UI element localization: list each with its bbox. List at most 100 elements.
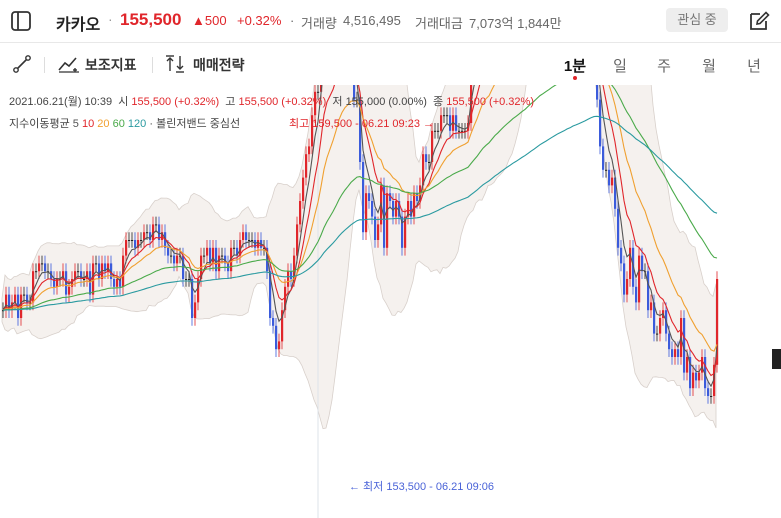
candle-body (137, 240, 140, 248)
period-week[interactable]: 주 (657, 58, 671, 75)
candle-body (638, 255, 641, 303)
candle-body (209, 247, 212, 264)
indicators-button[interactable]: 보조지표 (85, 57, 137, 73)
candle-body (206, 247, 209, 256)
candle-body (83, 279, 86, 280)
candle-body (296, 224, 299, 256)
candle-body (428, 162, 431, 163)
candle-body (353, 85, 356, 100)
candle-body (431, 130, 434, 162)
candle-body (176, 255, 179, 264)
candle-body (161, 232, 164, 240)
candle-body (674, 349, 677, 357)
candle-body (683, 318, 686, 373)
candle-body (197, 279, 200, 303)
candlestick-chart[interactable] (0, 85, 781, 518)
candle-body (284, 286, 287, 311)
candle-body (704, 357, 707, 389)
separator-dot: · (290, 13, 295, 28)
high-label: 고 (225, 96, 236, 108)
candle-body (275, 325, 278, 350)
sidebar-toggle-icon[interactable] (10, 10, 32, 32)
bollinger-label: 볼린저밴드 중심선 (156, 118, 241, 130)
last-price-marker (772, 349, 781, 369)
candle-body (146, 232, 149, 234)
candle-body (314, 91, 317, 116)
low-price-annotation: ← 최저 153,500 - 06.21 09:06 (349, 481, 494, 493)
candle-body (377, 224, 380, 240)
buy-sell-strategy-icon[interactable] (165, 54, 187, 74)
watchlist-button[interactable]: 관심 중 (666, 8, 728, 32)
candle-body (62, 271, 65, 279)
close-label: 종 (433, 96, 444, 108)
ema-label: 지수이동평균 (9, 118, 70, 130)
candle-body (707, 388, 710, 396)
candle-body (677, 349, 680, 357)
candle-body (203, 255, 206, 257)
candle-body (416, 193, 419, 201)
trading-strategy-button[interactable]: 매매전략 (193, 57, 245, 73)
candle-body (41, 263, 44, 265)
indicator-icon[interactable] (58, 55, 80, 73)
candle-body (410, 201, 413, 217)
candle-body (128, 240, 131, 241)
candle-body (611, 177, 614, 186)
indicator-legend: 지수이동평균 5 10 20 60 120 · 볼린저밴드 중심선 (9, 115, 240, 131)
period-month[interactable]: 월 (702, 58, 716, 75)
candle-body (212, 247, 215, 264)
candle-body (131, 240, 134, 241)
candle-body (659, 318, 662, 334)
candle-body (236, 247, 239, 256)
candle-body (629, 247, 632, 279)
candle-body (455, 115, 458, 131)
candle-body (287, 271, 290, 287)
candle-body (290, 271, 293, 279)
candle-body (671, 349, 674, 357)
candle-body (599, 99, 602, 147)
candle-body (140, 240, 143, 241)
candle-body (458, 130, 461, 132)
candle-body (230, 247, 233, 272)
candle-body (623, 263, 626, 295)
candle-body (167, 247, 170, 256)
candle-body (614, 177, 617, 209)
candle-body (281, 310, 284, 342)
candle-body (164, 232, 167, 248)
candle-body (308, 146, 311, 155)
candle-body (404, 216, 407, 248)
candle-body (185, 279, 188, 280)
candle-date: 2021.06.21(월) 10:39 (9, 96, 113, 108)
candle-body (668, 333, 671, 350)
candle-body (149, 232, 152, 240)
candle-body (194, 302, 197, 318)
candle-body (68, 286, 71, 295)
ema-period-120: 120 (127, 118, 147, 130)
candle-body (32, 271, 35, 303)
candle-body (104, 263, 107, 272)
candle-body (14, 294, 17, 303)
low-value: 155,000 (0.00%) (345, 96, 427, 108)
candle-body (398, 201, 401, 217)
ema-period-20: 20 (97, 118, 110, 130)
candle-body (635, 286, 638, 303)
candle-body (596, 85, 599, 100)
draw-line-icon[interactable] (12, 54, 32, 74)
period-year[interactable]: 년 (747, 58, 761, 75)
candle-body (245, 232, 248, 240)
stock-name: 카카오 (56, 17, 101, 34)
candle-body (92, 263, 95, 295)
candle-body (641, 255, 644, 272)
candle-body (698, 372, 701, 381)
current-price: 155,500 (120, 10, 182, 29)
candle-body (317, 91, 320, 93)
candle-body (23, 294, 26, 296)
candle-body (26, 294, 29, 303)
open-value: 155,500 (+0.32%) (131, 96, 220, 108)
period-1min[interactable]: 1분 (563, 58, 587, 75)
candle-body (221, 255, 224, 257)
period-day[interactable]: 일 (613, 58, 627, 75)
candle-body (386, 193, 389, 248)
legend-separator: · (149, 118, 154, 130)
candle-body (248, 240, 251, 241)
edit-icon[interactable] (748, 10, 770, 32)
